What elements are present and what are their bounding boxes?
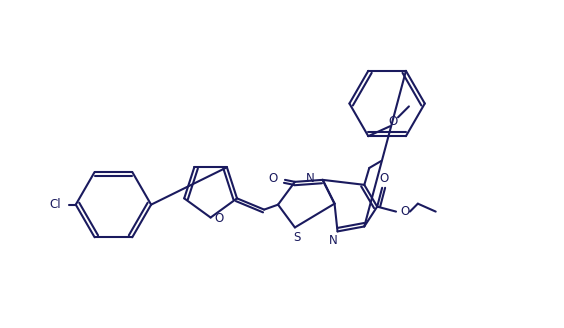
Text: Cl: Cl [49,198,61,211]
Text: O: O [214,212,223,225]
Text: O: O [400,205,409,218]
Text: S: S [293,231,301,244]
Text: O: O [268,173,277,185]
Text: O: O [389,115,398,128]
Text: N: N [306,173,315,185]
Text: O: O [380,173,389,185]
Text: N: N [329,234,338,247]
